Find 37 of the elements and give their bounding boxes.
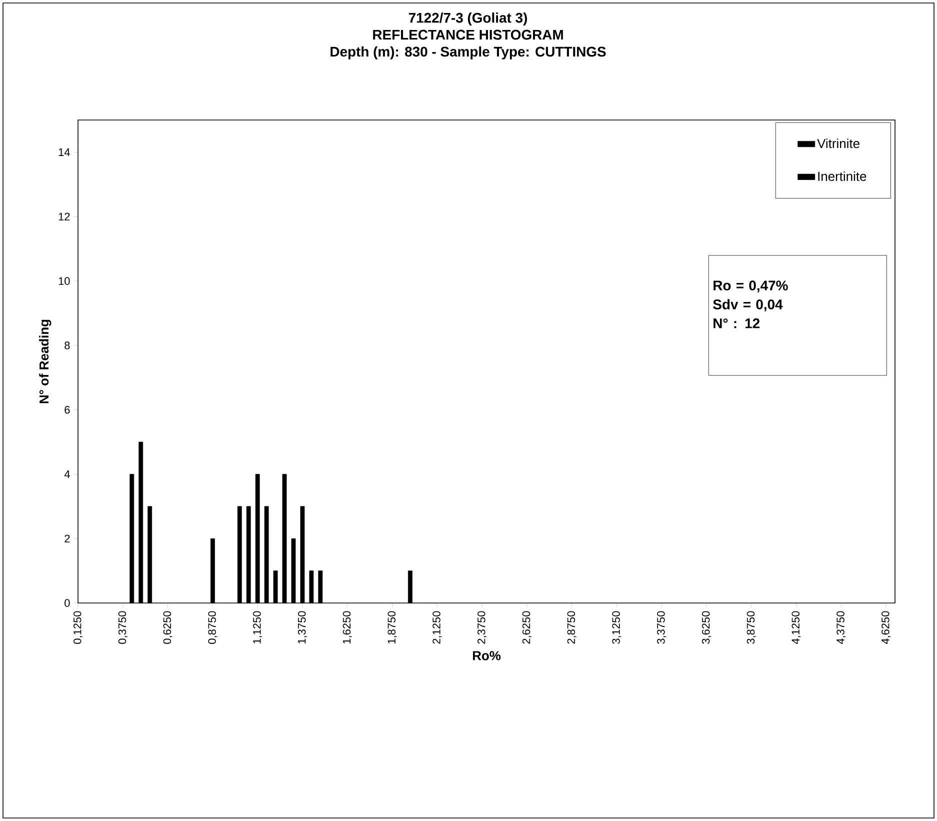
x-tick-label: 0,8750	[208, 611, 218, 644]
y-tick-label: 4	[64, 470, 70, 478]
x-tick-label: 2,1250	[432, 611, 442, 644]
annotation: Sdv = 0,04	[713, 299, 783, 312]
x-tick-label: 4,6250	[882, 611, 891, 644]
x-axis-title: Ro%	[472, 651, 501, 660]
x-tick-label: 2,3750	[478, 611, 487, 644]
x-tick-label: 3,3750	[657, 611, 666, 644]
x-tick-label: 2,8750	[567, 611, 576, 644]
x-tick-label: 0,1250	[73, 611, 83, 644]
chart-title: 7122/7-3 (Goliat 3)	[408, 12, 527, 26]
annotation: Ro = 0,47%	[714, 280, 788, 292]
text: Depth (m): 830 - Sample Type: CUTTINGS	[330, 46, 606, 60]
x-tick-label: 3,8750	[746, 611, 756, 644]
x-tick-label: 3,6250	[702, 611, 712, 644]
y-tick-label: 0	[64, 599, 70, 607]
x-tick-label: 1,1250	[253, 611, 262, 644]
y-tick-label: 14	[58, 148, 70, 156]
y-tick-label: 10	[58, 277, 70, 285]
y-tick-label: 12	[58, 212, 70, 220]
x-tick-label: 3,1250	[612, 611, 622, 644]
chart-subtitle: REFLECTANCE HISTOGRAM	[373, 30, 563, 40]
x-tick-label: 1,6250	[342, 611, 352, 644]
y-axis-title: N° of Reading	[39, 320, 52, 404]
y-tick-label: 2	[64, 534, 70, 542]
x-tick-label: 0,6250	[163, 611, 172, 644]
x-tick-label: 4,1250	[792, 611, 801, 644]
x-tick-label: 1,8750	[388, 611, 397, 644]
x-tick-label: 4,3750	[836, 611, 846, 644]
legend-label: Inertinite	[818, 171, 866, 181]
x-tick-label: 2,6250	[522, 611, 532, 644]
x-tick-label: 1,3750	[298, 611, 307, 644]
legend-label: Vitrinite	[817, 138, 860, 148]
y-tick-label: 6	[64, 406, 70, 414]
x-tick-label: 0,3750	[118, 611, 128, 644]
y-tick-label: 8	[64, 342, 70, 350]
annotation: N° : 12	[714, 318, 760, 328]
